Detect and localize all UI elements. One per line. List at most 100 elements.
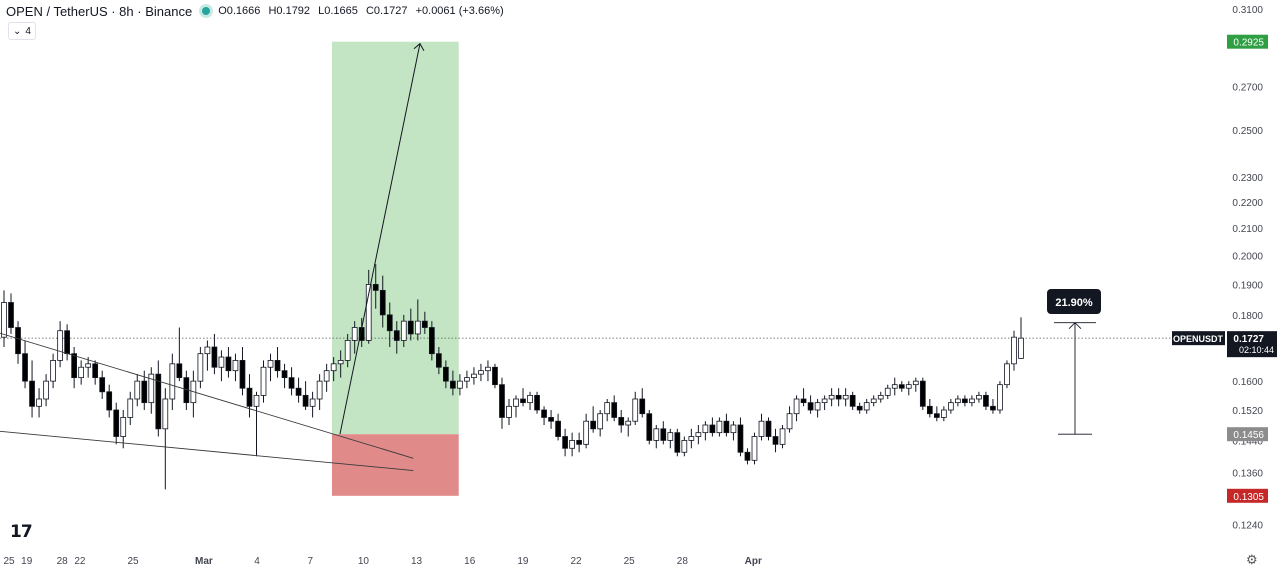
candle-up (330, 363, 337, 372)
candle-down (372, 284, 379, 291)
price-tick-label: 0.1360 (1232, 469, 1263, 480)
candle-down (849, 394, 856, 407)
candle-up (814, 402, 821, 411)
profit-zone (331, 41, 459, 435)
candle-up (688, 436, 695, 441)
candle-up (232, 360, 239, 372)
candle-up (365, 284, 372, 341)
candle-up (912, 380, 919, 386)
stop-price-label-box (1227, 488, 1268, 503)
candle-down (421, 320, 428, 328)
candle-down (618, 417, 625, 426)
time-tick-label: Mar (195, 556, 213, 567)
candle-down (555, 420, 561, 437)
candle-up (337, 360, 344, 365)
candle-up (400, 320, 407, 341)
candle-down (499, 384, 505, 418)
candle-up (877, 394, 884, 400)
candle-up (323, 370, 330, 382)
candle-up (940, 409, 947, 418)
candle-down (646, 413, 653, 441)
price-tick-label: 0.3100 (1232, 5, 1263, 16)
measure-label-box (1047, 289, 1101, 314)
candle-down (926, 405, 933, 415)
time-tick-label: 13 (411, 556, 423, 567)
time-tick-label: 28 (677, 556, 689, 567)
candle-down (576, 440, 582, 445)
candle-up (1004, 363, 1010, 386)
candle-up (162, 398, 169, 430)
candle-up (863, 402, 870, 411)
symbol-tag-box (1172, 331, 1225, 346)
symbol-tag: OPENUSDT (1173, 334, 1224, 344)
candle-up (969, 398, 975, 404)
candle-up (260, 366, 267, 396)
candle-up (1, 302, 7, 338)
projection-arrow-line (339, 43, 421, 435)
candle-up (842, 394, 849, 400)
indicators-collapse-button[interactable]: ⌄ 4 (8, 22, 36, 40)
candle-up (316, 380, 323, 400)
time-tick-label: 22 (74, 556, 86, 567)
symbol-title[interactable]: OPEN / TetherUS · 8h · Binance (6, 3, 193, 19)
chevron-down-icon: ⌄ (13, 25, 22, 37)
candle-up (506, 405, 512, 418)
candle-up (695, 432, 702, 437)
candle-up (884, 387, 891, 396)
candle-up (758, 420, 765, 437)
time-tick-label: 7 (307, 556, 313, 567)
current-price-label: 0.1727 (1233, 334, 1264, 345)
candle-up (513, 398, 519, 407)
candle-up (85, 363, 92, 368)
candle-up (976, 394, 982, 400)
time-tick-label: 19 (21, 556, 33, 567)
candle-up (1018, 337, 1024, 359)
candle-down (288, 377, 295, 389)
gear-icon[interactable]: ⚙ (1246, 552, 1258, 567)
chart-header: OPEN / TetherUS · 8h · Binance O0.1666 H… (6, 2, 509, 20)
candle-up (527, 394, 533, 404)
lower-wedge-line (0, 430, 414, 471)
candle-down (386, 314, 393, 332)
candle-up (821, 398, 828, 404)
candle-up (702, 424, 709, 434)
low-value: L0.1665 (318, 5, 358, 17)
candle-up (751, 436, 758, 461)
candle-down (8, 302, 14, 328)
candle-up (50, 360, 56, 382)
stop-price-label: 0.1305 (1233, 492, 1264, 503)
candle-down (919, 380, 926, 407)
candle-down (22, 353, 28, 382)
candle-up (351, 327, 358, 341)
ohlc-readout: O0.1666 H0.1792 L0.1665 C0.1727 +0.0061 … (218, 5, 508, 17)
candle-up (344, 340, 351, 361)
price-tick-label: 0.1240 (1232, 521, 1263, 532)
candle-up (485, 366, 491, 372)
candle-up (57, 330, 63, 361)
candle-up (681, 440, 688, 453)
candle-up (148, 373, 155, 404)
entry-price-label-box (1227, 427, 1268, 442)
candle-down (15, 327, 21, 355)
candle-up (1011, 336, 1017, 365)
time-tick-label: Apr (745, 556, 762, 567)
time-tick-label: 4 (254, 556, 260, 567)
candle-up (625, 420, 632, 426)
candle-up (218, 356, 225, 368)
candle-up (730, 424, 737, 434)
candle-up (891, 384, 898, 389)
candle-up (716, 420, 723, 434)
candle-down (898, 384, 905, 389)
candle-up (569, 440, 575, 449)
tradingview-logo-icon[interactable]: 17 (10, 522, 33, 542)
candle-up (204, 346, 211, 355)
candle-down (856, 405, 863, 411)
time-tick-label: 25 (624, 556, 636, 567)
indicator-count: 4 (25, 25, 31, 37)
entry-price-label: 0.1456 (1233, 430, 1264, 441)
candle-up (997, 384, 1003, 411)
candle-down (962, 398, 968, 404)
bar-countdown-label: 02:10:44 (1239, 345, 1274, 355)
time-tick-label: 22 (570, 556, 582, 567)
